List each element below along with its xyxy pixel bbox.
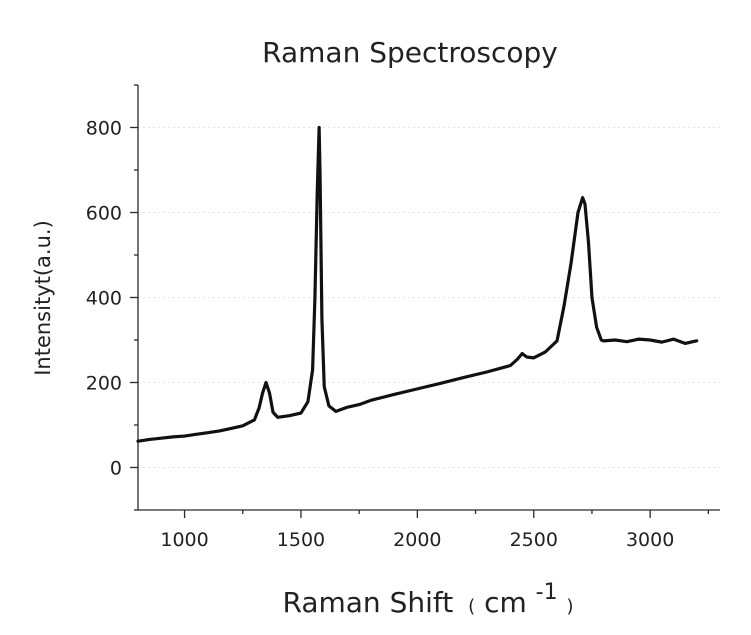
y-tick-label: 200 [86, 373, 122, 395]
x-tick-label: 1500 [277, 529, 325, 551]
y-tick-label: 0 [110, 458, 122, 480]
y-tick-label: 400 [86, 288, 122, 310]
x-axis-label-text: Raman Shift [282, 586, 453, 619]
series-layer [136, 125, 699, 443]
x-tick-label: 1000 [160, 529, 208, 551]
x-tick-label: 2500 [510, 529, 558, 551]
x-axis-unit-open: ( [468, 596, 475, 617]
x-axis-label: Raman Shift ( cm -1 ) [282, 573, 573, 619]
x-axis-unit: cm [484, 586, 527, 619]
y-tick-label: 600 [86, 203, 122, 225]
x-axis-unit-close: ) [566, 596, 573, 617]
x-tick-label: 3000 [626, 529, 674, 551]
x-axis-unit-exp: -1 [536, 580, 558, 605]
y-tick-label: 800 [86, 118, 122, 140]
y-axis-ticks: 0 200 400 600 800 [86, 84, 138, 511]
grid-lines [138, 127, 720, 468]
x-axis-ticks: 1000 1500 2000 2500 3000 [160, 510, 710, 551]
series-line [136, 125, 699, 443]
y-axis-label: Intensityt(a.u.) [31, 220, 55, 376]
chart-title: Raman Spectroscopy [262, 36, 558, 69]
x-tick-label: 2000 [393, 529, 441, 551]
